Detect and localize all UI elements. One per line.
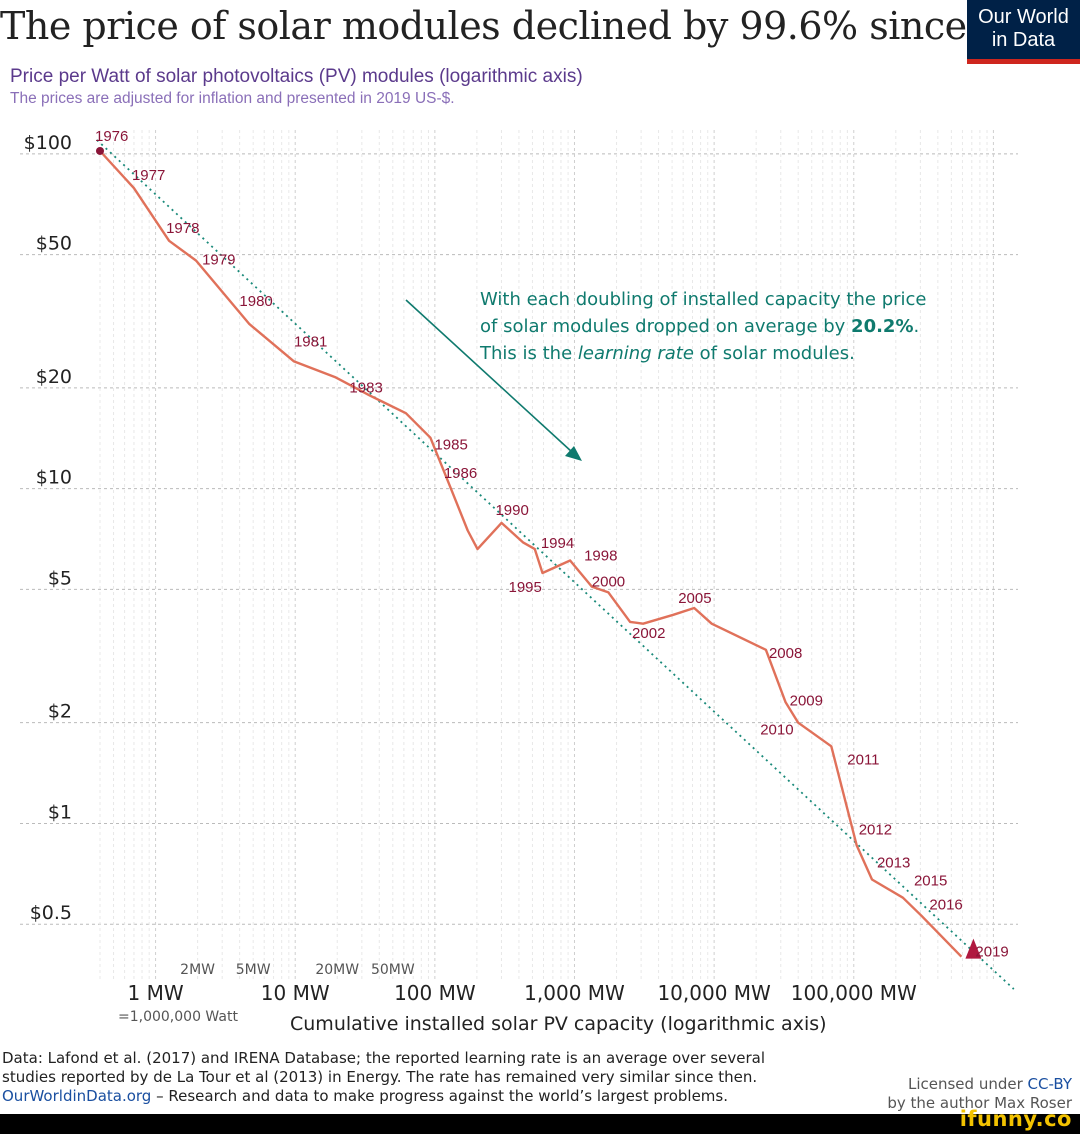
chart-title: The price of solar modules declined by 9… xyxy=(0,4,1073,48)
year-label: 1998 xyxy=(584,548,617,565)
chart-note: The prices are adjusted for inflation an… xyxy=(10,90,455,107)
y-tick-label: $5 xyxy=(48,567,72,589)
year-label: 1976 xyxy=(95,128,128,145)
year-label: 1983 xyxy=(349,379,382,396)
x-minor-tick-label: 20MW xyxy=(315,962,359,978)
year-label: 1985 xyxy=(434,437,467,454)
owid-site-link[interactable]: OurWorldinData.org xyxy=(2,1087,152,1105)
trendline xyxy=(96,139,1015,990)
learning-rate-annotation: With each doubling of installed capacity… xyxy=(480,286,1000,367)
y-tick-label: $50 xyxy=(36,233,72,255)
footer-line-3: OurWorldinData.org – Research and data t… xyxy=(2,1087,765,1106)
annotation-line-2: of solar modules dropped on average by 2… xyxy=(480,313,1000,340)
annotation-line-1: With each doubling of installed capacity… xyxy=(480,289,927,310)
learning-rate-term: learning rate xyxy=(577,343,694,364)
year-label: 2000 xyxy=(592,574,625,591)
footer-line-3-rest: – Research and data to make progress aga… xyxy=(151,1087,728,1105)
year-label: 1981 xyxy=(294,333,327,350)
year-label: 2002 xyxy=(632,625,665,642)
y-axis-ticks: $100 $50 $20 $10 $5 $2 $1 $0.5 xyxy=(24,132,72,924)
logo-line-2: in Data xyxy=(991,29,1056,51)
x-major-tick-label: 10,000 MW xyxy=(657,981,771,1005)
year-label: 2016 xyxy=(929,897,962,914)
logo-line-1: Our World xyxy=(978,6,1069,28)
y-tick-label: $1 xyxy=(48,801,72,823)
x-major-tick-label: 1,000 MW xyxy=(524,981,625,1005)
ifunny-watermark: ifunny.co xyxy=(959,1107,1072,1131)
footer-line-2: studies reported by de La Tour et al (20… xyxy=(2,1068,758,1086)
year-label: 1977 xyxy=(132,167,165,184)
year-label: 2012 xyxy=(859,821,892,838)
watermark-bar xyxy=(0,1114,1080,1134)
chart-subtitle: Price per Watt of solar photovoltaics (P… xyxy=(10,66,583,87)
footer-line-1: Data: Lafond et al. (2017) and IRENA Dat… xyxy=(2,1049,766,1067)
year-label: 2005 xyxy=(678,590,711,607)
year-label: 1986 xyxy=(444,465,477,482)
x-minor-tick-label: 5MW xyxy=(236,962,271,978)
solar-price-chart: $100$50$20$10$5$2$1$0.5 1 MW 10 MW 100 MW 1… xyxy=(20,128,1018,1035)
y-tick-label: $10 xyxy=(36,467,72,489)
y-tick-label: $20 xyxy=(36,366,72,388)
x-axis-ticks: 1 MW 10 MW 100 MW 1,000 MW 10,000 MW 100,000 … xyxy=(128,962,918,1005)
x-axis-label: Cumulative installed solar PV capacity (… xyxy=(290,1013,827,1035)
annotation-line-3c: of solar modules. xyxy=(693,343,855,364)
owid-logo[interactable]: Our World in Data xyxy=(967,0,1080,64)
year-label: 2009 xyxy=(790,692,823,709)
y-tick-label: $100 xyxy=(24,132,72,154)
annotation-line-3a: This is the xyxy=(480,343,578,364)
x-minor-tick-label: 50MW xyxy=(371,962,415,978)
annotation-line-3: This is the learning rate of solar modul… xyxy=(480,340,1000,367)
cc-by-link[interactable]: CC-BY xyxy=(1027,1075,1072,1093)
year-label: 1980 xyxy=(239,293,272,310)
annotation-line-2a: of solar modules dropped on average by xyxy=(480,316,852,337)
year-label: 2011 xyxy=(847,751,879,768)
learning-rate-trendline xyxy=(96,139,1015,990)
year-label: 1995 xyxy=(508,579,541,596)
license-prefix: Licensed under xyxy=(907,1075,1028,1093)
start-point-1976 xyxy=(96,146,104,155)
annotation-arrow-head xyxy=(565,446,582,461)
end-arrow-2019 xyxy=(965,938,982,959)
year-label: 1978 xyxy=(166,220,199,237)
x-major-tick-label: 10 MW xyxy=(261,981,330,1005)
year-label: 2015 xyxy=(914,873,947,890)
grid-lines xyxy=(20,130,1018,980)
learning-rate-value: 20.2% xyxy=(851,316,914,337)
x-major-tick-label: 100 MW xyxy=(394,981,476,1005)
x-axis-unit-note: =1,000,000 Watt xyxy=(118,1009,238,1025)
year-label: 1979 xyxy=(202,252,235,269)
y-tick-label: $2 xyxy=(48,701,72,723)
y-tick-label: $0.5 xyxy=(30,902,72,924)
license-author: by the author Max Roser xyxy=(887,1094,1072,1112)
year-label: 2010 xyxy=(760,722,793,739)
price-line xyxy=(99,150,963,958)
year-label: 2008 xyxy=(769,645,802,662)
license-note: Licensed under CC-BY by the author Max R… xyxy=(887,1075,1072,1113)
source-footer: Data: Lafond et al. (2017) and IRENA Dat… xyxy=(2,1049,765,1106)
x-major-tick-label: 100,000 MW xyxy=(791,981,917,1005)
price-series xyxy=(96,146,982,959)
annotation-line-2c: . xyxy=(913,316,920,337)
year-label: 2019 xyxy=(975,944,1008,961)
x-minor-tick-label: 2MW xyxy=(180,962,215,978)
year-label: 1990 xyxy=(495,502,528,519)
license-line-1: Licensed under CC-BY xyxy=(887,1075,1072,1094)
year-label: 2013 xyxy=(877,855,910,872)
x-major-tick-label: 1 MW xyxy=(128,981,184,1005)
year-label: 1994 xyxy=(541,535,574,552)
annotation-arrow-line xyxy=(405,299,573,453)
